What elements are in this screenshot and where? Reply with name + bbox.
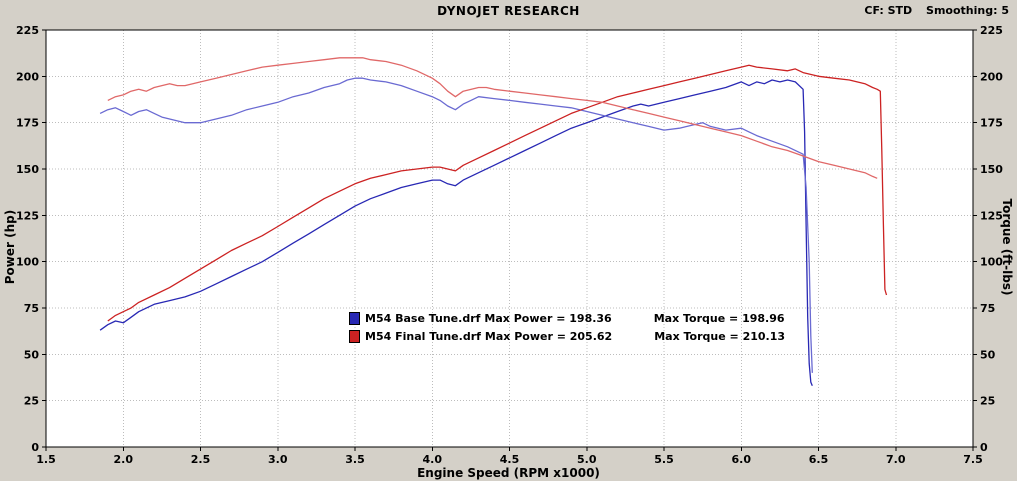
y-tick-label-torque: 100 — [980, 256, 1003, 269]
legend-max-torque-base-tune: Max Torque = 198.96 — [653, 311, 785, 325]
series-base-tune-torque — [99, 77, 813, 373]
y-tick-label-power: 150 — [16, 163, 39, 176]
x-tick-label: 1.5 — [36, 453, 56, 466]
legend-max-power-base-tune: Max Power = 198.36 — [484, 311, 612, 325]
y-tick-label-torque: 75 — [980, 302, 995, 315]
x-axis-title: Engine Speed (RPM x1000) — [417, 466, 600, 480]
legend-max-power-final-tune: Max Power = 205.62 — [484, 329, 613, 343]
x-tick-label: 7.0 — [886, 453, 906, 466]
y-tick-label-power: 50 — [24, 348, 40, 361]
y-tick-label-torque: 150 — [980, 163, 1003, 176]
y-tick-label-power: 175 — [16, 117, 39, 130]
legend-row-base-tune: M54 Base Tune.drf Max Power = 198.36 Max… — [349, 309, 785, 327]
legend: M54 Base Tune.drf Max Power = 198.36 Max… — [349, 309, 785, 345]
x-tick-label: 3.5 — [345, 453, 365, 466]
x-tick-label: 5.5 — [654, 453, 674, 466]
smoothing-label: Smoothing: 5 — [926, 4, 1009, 17]
x-tick-label: 2.5 — [191, 453, 211, 466]
y-tick-label-power: 25 — [24, 395, 39, 408]
y-tick-label-torque: 50 — [980, 348, 996, 361]
x-tick-label: 4.5 — [500, 453, 520, 466]
correction-settings: CF: STD Smoothing: 5 — [864, 4, 1009, 17]
legend-file-base-tune: M54 Base Tune.drf — [365, 311, 481, 325]
y-tick-label-power: 225 — [16, 24, 39, 37]
y-tick-label-power: 100 — [16, 256, 39, 269]
y-tick-label-power: 200 — [16, 70, 39, 83]
y-tick-label-torque: 175 — [980, 117, 1003, 130]
series-final-tune-torque — [107, 57, 878, 179]
y-tick-label-power: 75 — [24, 302, 39, 315]
y-tick-label-torque: 25 — [980, 395, 995, 408]
x-tick-label: 6.0 — [732, 453, 752, 466]
series-final-tune-power — [107, 64, 888, 322]
x-tick-label: 5.0 — [577, 453, 597, 466]
page-title: DYNOJET RESEARCH — [437, 4, 580, 18]
legend-file-final-tune: M54 Final Tune.drf — [365, 329, 481, 343]
y-tick-label-torque: 225 — [980, 24, 1003, 37]
x-tick-label: 2.0 — [114, 453, 134, 466]
y-tick-label-torque: 200 — [980, 70, 1003, 83]
x-tick-label: 6.5 — [809, 453, 829, 466]
cf-label: CF: STD — [864, 4, 913, 17]
legend-swatch-base-tune — [349, 311, 360, 325]
y-tick-label-power: 125 — [16, 209, 39, 222]
x-tick-label: 3.0 — [268, 453, 288, 466]
legend-swatch-final-tune — [349, 329, 360, 343]
legend-row-final-tune: M54 Final Tune.drf Max Power = 205.62 Ma… — [349, 327, 785, 345]
y-tick-label-torque: 0 — [980, 441, 988, 454]
y-tick-label-power: 0 — [31, 441, 39, 454]
legend-max-torque-final-tune: Max Torque = 210.13 — [654, 329, 786, 343]
x-tick-label: 4.0 — [423, 453, 443, 466]
y-axis-title-torque: Torque (ft-lbs) — [1000, 198, 1014, 296]
y-axis-title-power: Power (hp) — [3, 209, 17, 285]
y-tick-label-torque: 125 — [980, 209, 1003, 222]
x-tick-label: 7.5 — [963, 453, 983, 466]
series-base-tune-power — [99, 79, 813, 387]
